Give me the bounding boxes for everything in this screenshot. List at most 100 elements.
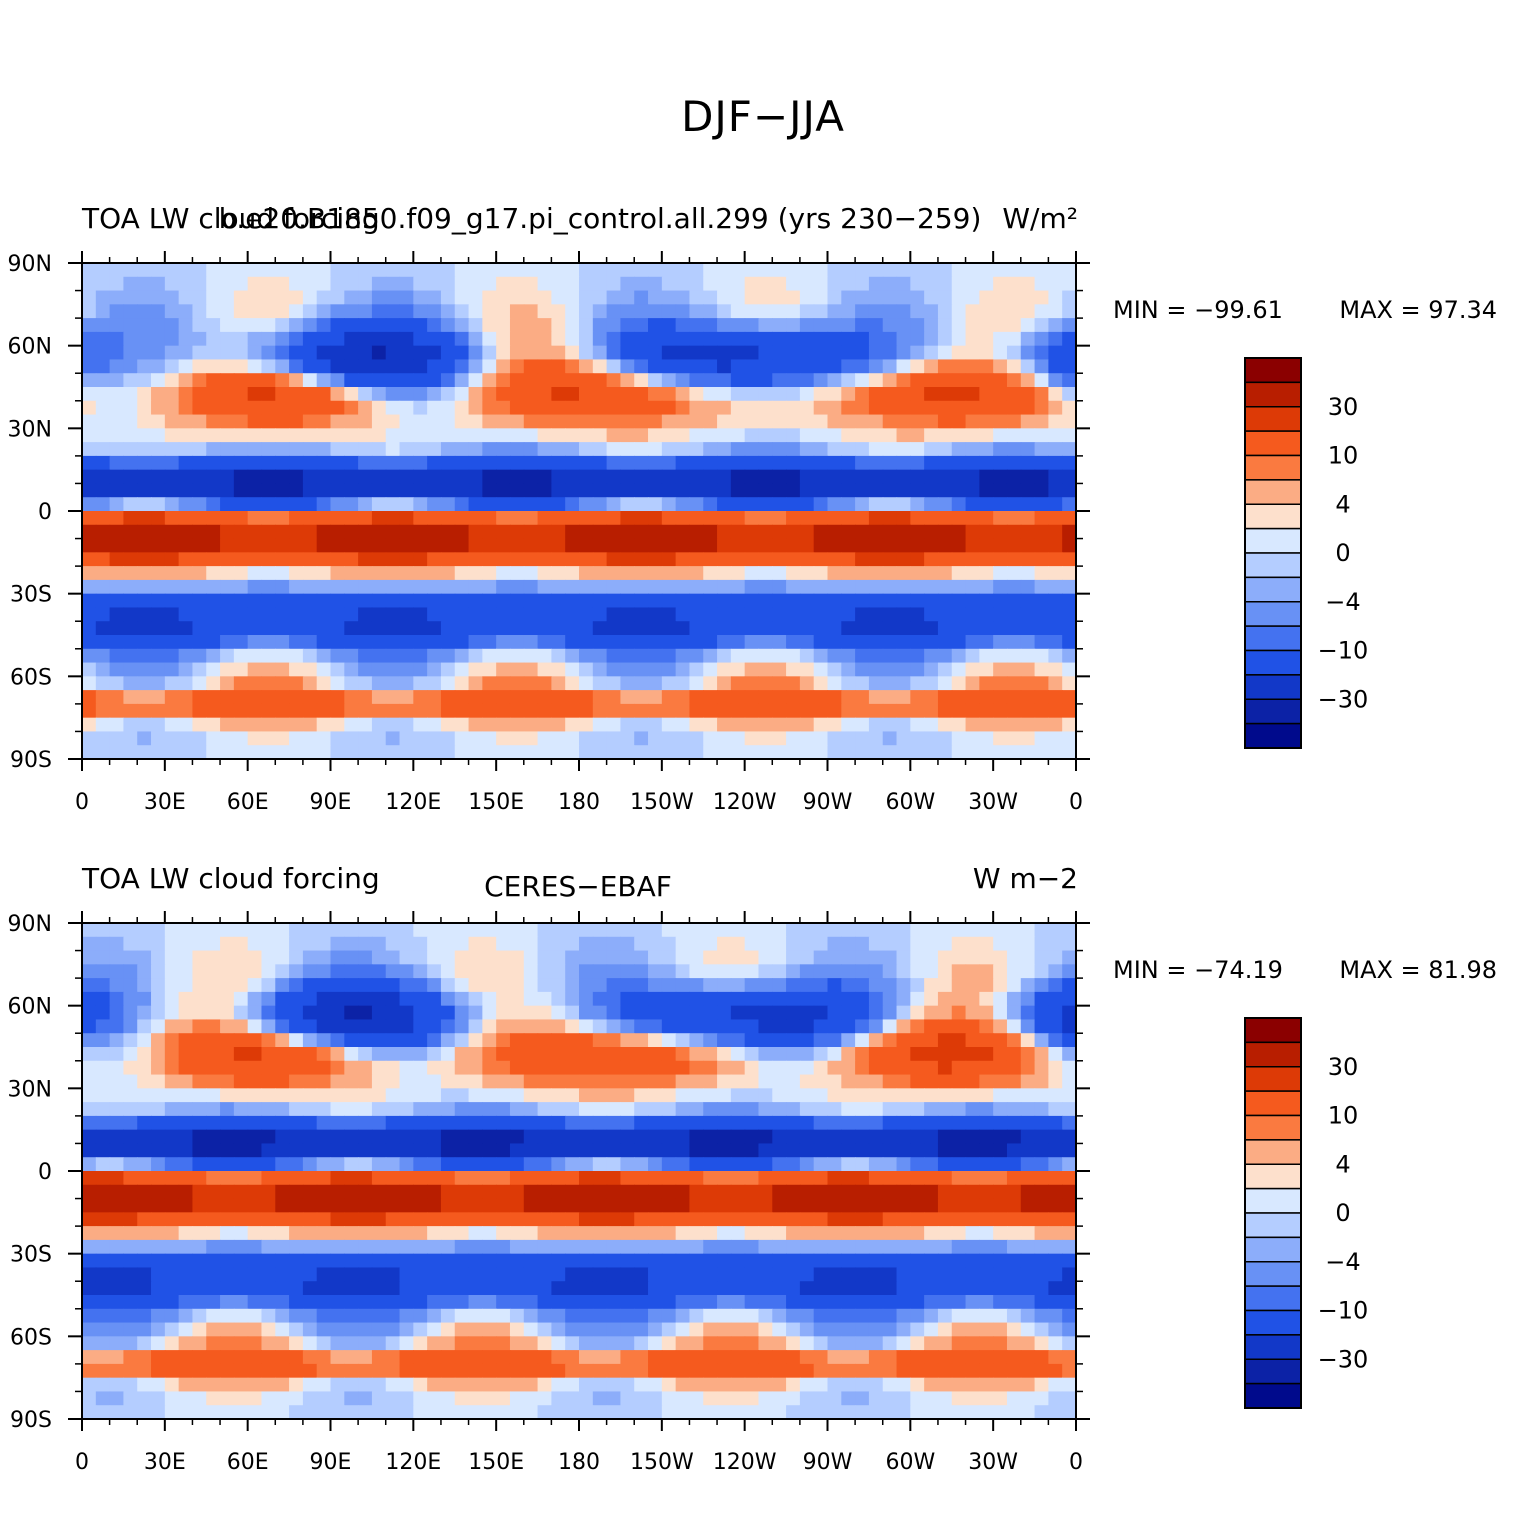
field-cell xyxy=(192,978,207,993)
field-cell xyxy=(220,731,235,746)
field-cell xyxy=(344,400,359,416)
field-cell xyxy=(440,1088,456,1103)
field-cell xyxy=(289,276,304,292)
field-cell xyxy=(730,717,746,733)
field-cell xyxy=(620,442,635,457)
field-cell xyxy=(1034,1102,1049,1117)
field-cell xyxy=(137,1060,152,1076)
field-cell xyxy=(786,373,801,388)
field-cell xyxy=(233,607,249,622)
field-cell xyxy=(744,731,760,746)
field-cell xyxy=(482,1102,497,1117)
field-cell xyxy=(509,731,525,746)
field-cell xyxy=(316,1198,332,1213)
field-cell xyxy=(772,511,787,526)
field-cell xyxy=(440,648,456,664)
field-cell xyxy=(730,276,746,292)
field-cell xyxy=(551,318,566,333)
field-cell xyxy=(965,318,980,333)
field-cell xyxy=(786,1019,801,1034)
field-cell xyxy=(496,607,511,622)
field-cell xyxy=(454,524,470,540)
field-cell xyxy=(523,731,539,746)
field-cell xyxy=(661,690,677,705)
field-cell xyxy=(496,731,511,746)
field-cell xyxy=(827,455,842,471)
field-cell xyxy=(427,1157,442,1172)
field-cell xyxy=(620,1226,635,1241)
field-cell xyxy=(689,387,704,402)
field-cell xyxy=(82,950,97,965)
field-cell xyxy=(1034,1281,1049,1296)
field-cell xyxy=(385,676,401,691)
field-cell xyxy=(910,593,925,609)
field-cell xyxy=(137,1157,152,1172)
field-cell xyxy=(164,1267,180,1282)
field-cell xyxy=(579,593,594,609)
field-cell xyxy=(399,373,414,388)
field-cell xyxy=(123,745,138,760)
field-cell xyxy=(993,1102,1008,1117)
field-cell xyxy=(786,1060,801,1076)
field-cell xyxy=(358,1295,373,1310)
field-cell xyxy=(772,717,787,733)
field-cell xyxy=(509,511,525,526)
field-cell xyxy=(661,566,677,581)
field-cell xyxy=(786,538,801,553)
field-cell xyxy=(965,964,980,979)
field-cell xyxy=(965,607,980,622)
field-cell xyxy=(206,414,221,429)
field-cell xyxy=(1034,1129,1049,1145)
field-cell xyxy=(592,1115,608,1131)
field-cell xyxy=(82,1267,97,1282)
field-cell xyxy=(786,1115,801,1131)
field-cell xyxy=(993,1295,1008,1310)
field-cell xyxy=(717,978,732,993)
field-cell xyxy=(164,400,180,416)
field-cell xyxy=(730,1171,746,1186)
field-cell xyxy=(247,607,263,622)
field-cell xyxy=(275,648,290,664)
field-cell xyxy=(82,662,97,677)
field-cell xyxy=(496,483,511,498)
field-cell xyxy=(399,648,414,664)
field-cell xyxy=(744,469,760,485)
field-cell xyxy=(855,497,870,512)
field-cell xyxy=(1006,1253,1022,1269)
field-cell xyxy=(1006,345,1022,361)
field-cell xyxy=(164,331,180,347)
field-cell xyxy=(565,662,580,677)
field-cell xyxy=(855,304,870,319)
field-cell xyxy=(730,373,746,388)
field-cell xyxy=(192,387,207,402)
field-cell xyxy=(523,538,539,553)
field-cell xyxy=(993,621,1008,636)
field-cell xyxy=(951,621,967,636)
field-cell xyxy=(537,1088,552,1103)
field-cell xyxy=(371,290,387,305)
field-cell xyxy=(358,1336,373,1351)
field-cell xyxy=(192,442,207,457)
field-cell xyxy=(993,1019,1008,1034)
field-cell xyxy=(1034,552,1049,567)
field-cell xyxy=(371,936,387,952)
field-cell xyxy=(827,1005,842,1021)
field-cell xyxy=(371,1295,387,1310)
field-cell xyxy=(1006,936,1022,952)
field-cell xyxy=(482,428,497,443)
field-cell xyxy=(606,1171,622,1186)
field-cell xyxy=(1006,538,1022,553)
field-cell xyxy=(537,1143,552,1158)
field-cell xyxy=(841,745,856,760)
field-cell xyxy=(413,373,428,388)
field-cell xyxy=(509,414,525,429)
field-cell xyxy=(344,373,359,388)
field-cell xyxy=(206,497,221,512)
field-cell xyxy=(606,662,622,677)
field-cell xyxy=(302,676,318,691)
field-cell xyxy=(634,483,649,498)
field-cell xyxy=(247,1115,263,1131)
field-cell xyxy=(565,1239,580,1255)
field-cell xyxy=(509,263,525,278)
field-cell xyxy=(261,1295,276,1310)
